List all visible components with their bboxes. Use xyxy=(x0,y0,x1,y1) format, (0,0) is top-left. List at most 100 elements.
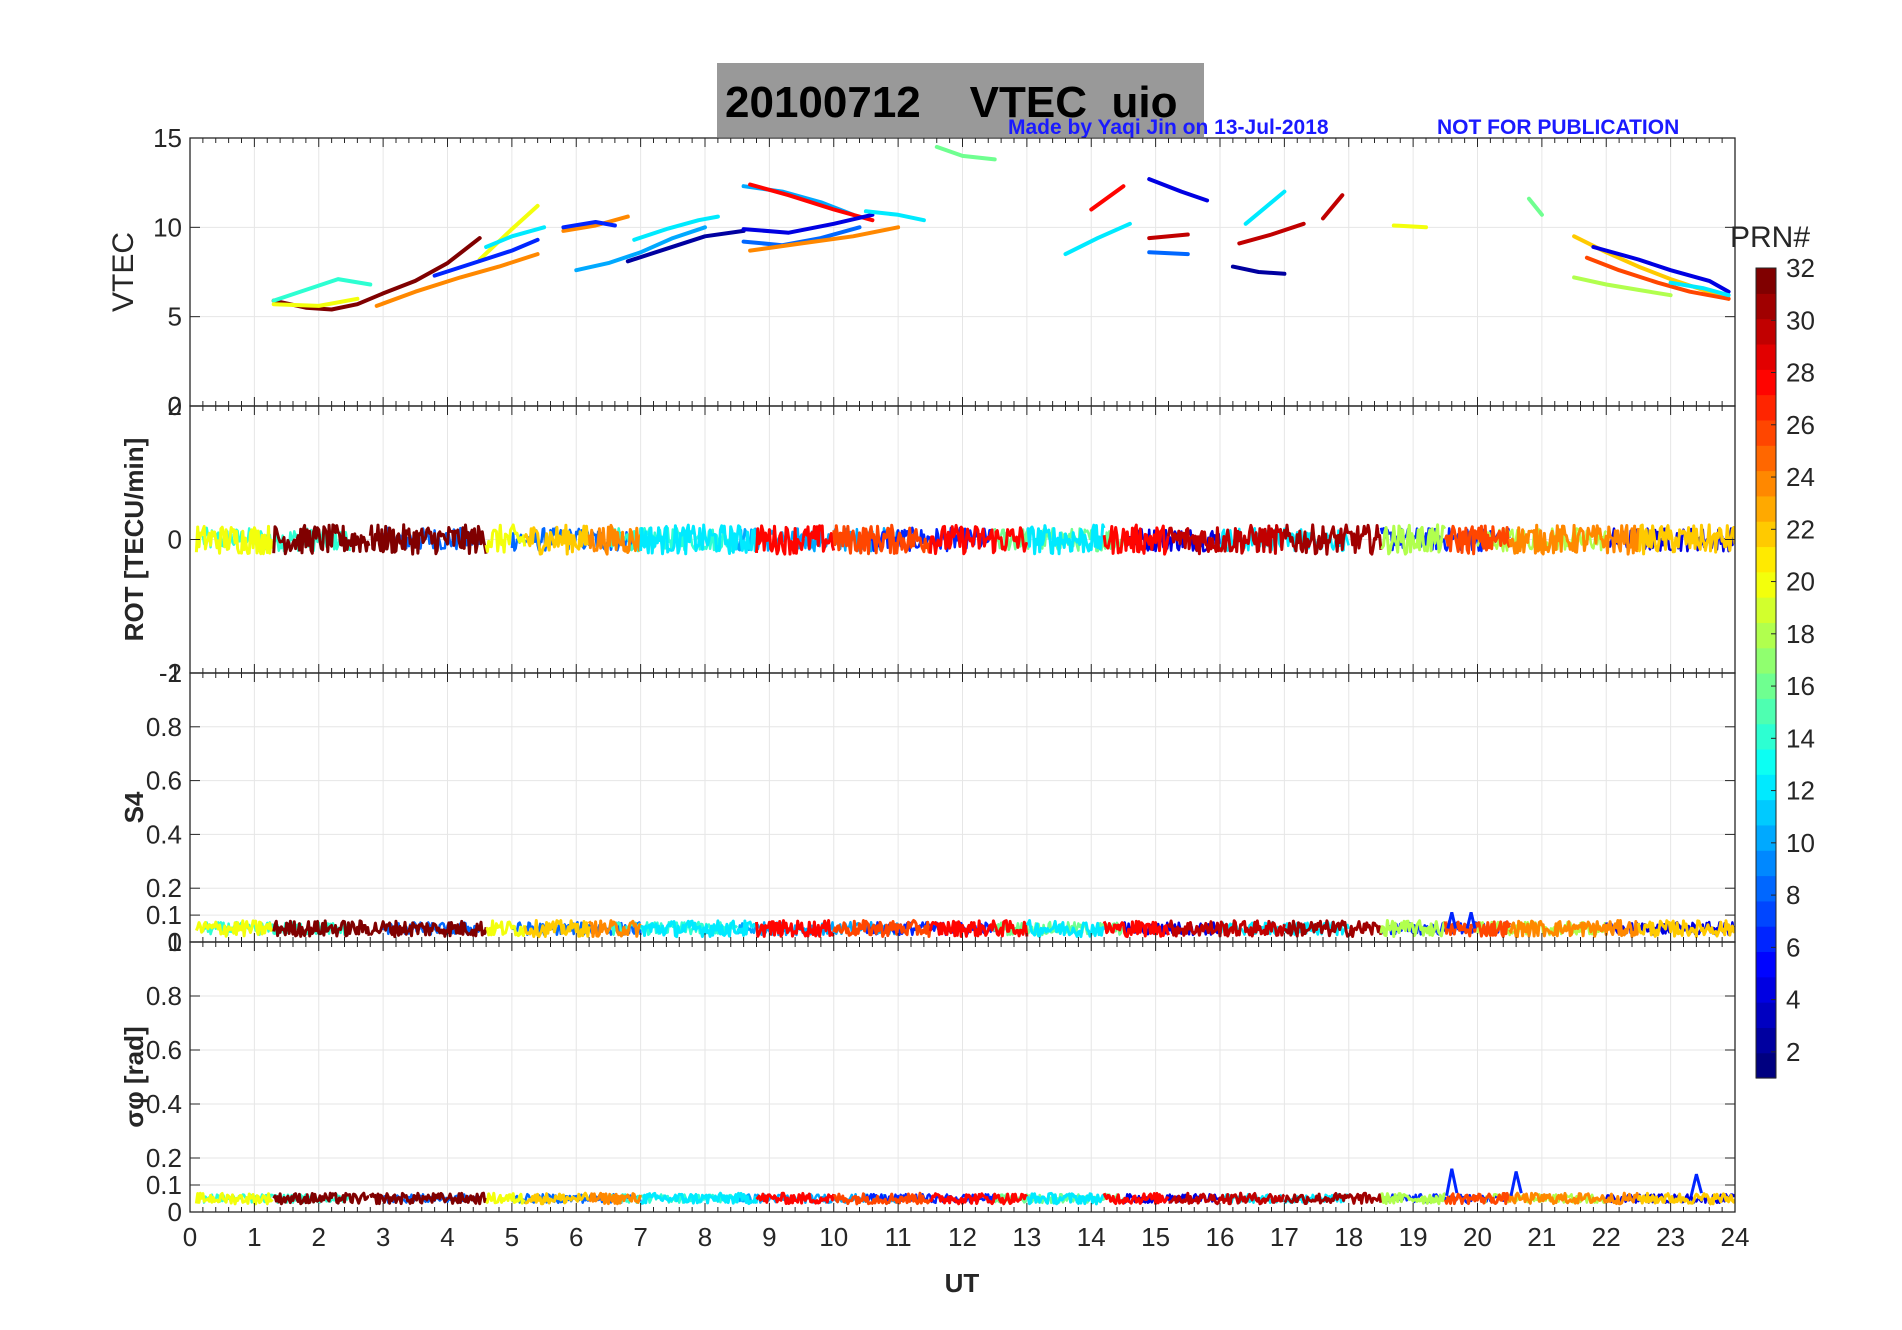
band-prn26 xyxy=(1443,1191,1511,1206)
band-prn32 xyxy=(272,523,371,556)
vtec-series-prn2 xyxy=(625,228,746,264)
band-prn18 xyxy=(1380,1192,1447,1206)
colorbar-tick-label: 28 xyxy=(1786,358,1815,388)
colorbar-segment xyxy=(1756,268,1776,294)
colorbar-segment xyxy=(1756,343,1776,370)
colorbar-tick-label: 18 xyxy=(1786,619,1815,649)
band-prn28 xyxy=(755,524,836,556)
band-prn28 xyxy=(755,1191,836,1205)
colorbar-segment xyxy=(1756,900,1776,927)
vtec-series-prn12 xyxy=(1243,189,1287,226)
band-prn20 xyxy=(194,524,274,556)
vtec-series-prn12 xyxy=(1668,280,1731,298)
title-box xyxy=(717,63,1204,137)
band-prn24 xyxy=(587,919,642,938)
x-tick-label: 5 xyxy=(505,1222,519,1252)
band-prn20 xyxy=(195,919,274,938)
band-prn24 xyxy=(1508,919,1640,939)
colorbar-frame xyxy=(1755,267,1777,1079)
band-prn28 xyxy=(928,919,1029,938)
colorbar-segment xyxy=(1756,369,1776,396)
colorbar-segment xyxy=(1756,976,1776,1003)
x-tick-label: 4 xyxy=(440,1222,454,1252)
vtec-series-prn30 xyxy=(1321,193,1345,221)
vtec-series-prn20 xyxy=(271,296,360,308)
vtec-series-prn4 xyxy=(1147,177,1210,203)
colorbar-segment xyxy=(1756,597,1776,623)
band-prn31 xyxy=(1283,1191,1383,1205)
band-prn22 xyxy=(1636,919,1735,939)
y-tick-label: 0.2 xyxy=(146,873,182,903)
vtec-series-prn12 xyxy=(484,225,547,249)
vtec-series-prn6 xyxy=(561,220,617,230)
band-prn31 xyxy=(1282,523,1383,556)
panel-3: 00.10.2 0.4 0.6 0.8 1 S4 xyxy=(119,658,1736,957)
colorbar-tick-label: 4 xyxy=(1786,985,1800,1015)
x-tick-label: 24 xyxy=(1721,1222,1750,1252)
y-axis-label: S4 xyxy=(119,791,149,823)
band-prn28 xyxy=(928,523,1029,556)
band-prn32 xyxy=(272,1191,370,1206)
colorbar-segment xyxy=(1756,774,1776,801)
x-tick-label: 17 xyxy=(1270,1222,1299,1252)
x-axis-label: UT xyxy=(945,1268,980,1298)
y-axis-label: ROT [TECU/min] xyxy=(119,438,149,642)
band-prn28 xyxy=(1102,919,1170,939)
band-prn22 xyxy=(1636,1191,1735,1206)
spike-prn6 xyxy=(1445,1168,1459,1197)
colorbar-segment xyxy=(1756,622,1776,649)
colorbar-segment xyxy=(1756,875,1776,902)
y-tick-label: 0.1 xyxy=(146,900,182,930)
colorbar-tick-label: 24 xyxy=(1786,462,1815,492)
colorbar-segment xyxy=(1756,1027,1776,1054)
vtec-series-prn4 xyxy=(1591,245,1731,294)
band-prn32 xyxy=(369,919,488,939)
vtec-series-prn12 xyxy=(632,214,720,242)
colorbar-tick-label: 20 xyxy=(1786,567,1815,597)
spike-prn6 xyxy=(1689,1173,1703,1197)
panel-data xyxy=(271,144,1731,312)
band-prn22 xyxy=(524,1191,590,1206)
notice-text: NOT FOR PUBLICATION xyxy=(1437,116,1679,139)
band-prn28 xyxy=(1102,1191,1170,1205)
colorbar-segment xyxy=(1756,1052,1776,1079)
band-prn30 xyxy=(1168,1191,1286,1206)
colorbar-tick-label: 6 xyxy=(1786,932,1800,962)
band-prn12 xyxy=(640,919,758,939)
vtec-series-prn12 xyxy=(1063,221,1132,257)
x-tick-label: 21 xyxy=(1527,1222,1556,1252)
colorbar-segment xyxy=(1756,521,1776,548)
y-tick-label: 0.6 xyxy=(146,1035,182,1065)
vtec-series-prn28 xyxy=(748,182,875,223)
vtec-series-prn14 xyxy=(271,277,373,303)
x-tick-label: 12 xyxy=(948,1222,977,1252)
panel-data xyxy=(194,1168,1735,1206)
vtec-series-prn10 xyxy=(574,225,707,273)
x-tick-label: 9 xyxy=(762,1222,776,1252)
x-tick-label: 20 xyxy=(1463,1222,1492,1252)
y-tick-label: 15 xyxy=(153,123,182,153)
y-tick-label: 0.8 xyxy=(146,981,182,1011)
x-tick-label: 10 xyxy=(819,1222,848,1252)
y-tick-label: 0.4 xyxy=(146,819,182,849)
band-prn12 xyxy=(639,523,758,556)
colorbar-segment xyxy=(1756,293,1776,320)
panel-1: 0 5 10 15 VTEC xyxy=(107,123,1736,421)
band-prn30 xyxy=(1167,523,1286,556)
x-tick-label: 0 xyxy=(183,1222,197,1252)
vtec-series-prn24 xyxy=(374,252,540,308)
colorbar-segment xyxy=(1756,394,1776,421)
band-prn20 xyxy=(484,523,527,554)
y-tick-label: 0 xyxy=(168,1197,182,1227)
colorbar-segment xyxy=(1756,318,1776,345)
band-prn32 xyxy=(272,919,371,938)
band-prn22 xyxy=(1637,523,1735,556)
vtec-series-prn30 xyxy=(1147,232,1190,241)
vtec-series-prn20 xyxy=(477,203,540,262)
y-tick-label: 0 xyxy=(168,927,182,957)
colorbar-segment xyxy=(1756,495,1776,522)
y-tick-label: -2 xyxy=(159,658,182,688)
